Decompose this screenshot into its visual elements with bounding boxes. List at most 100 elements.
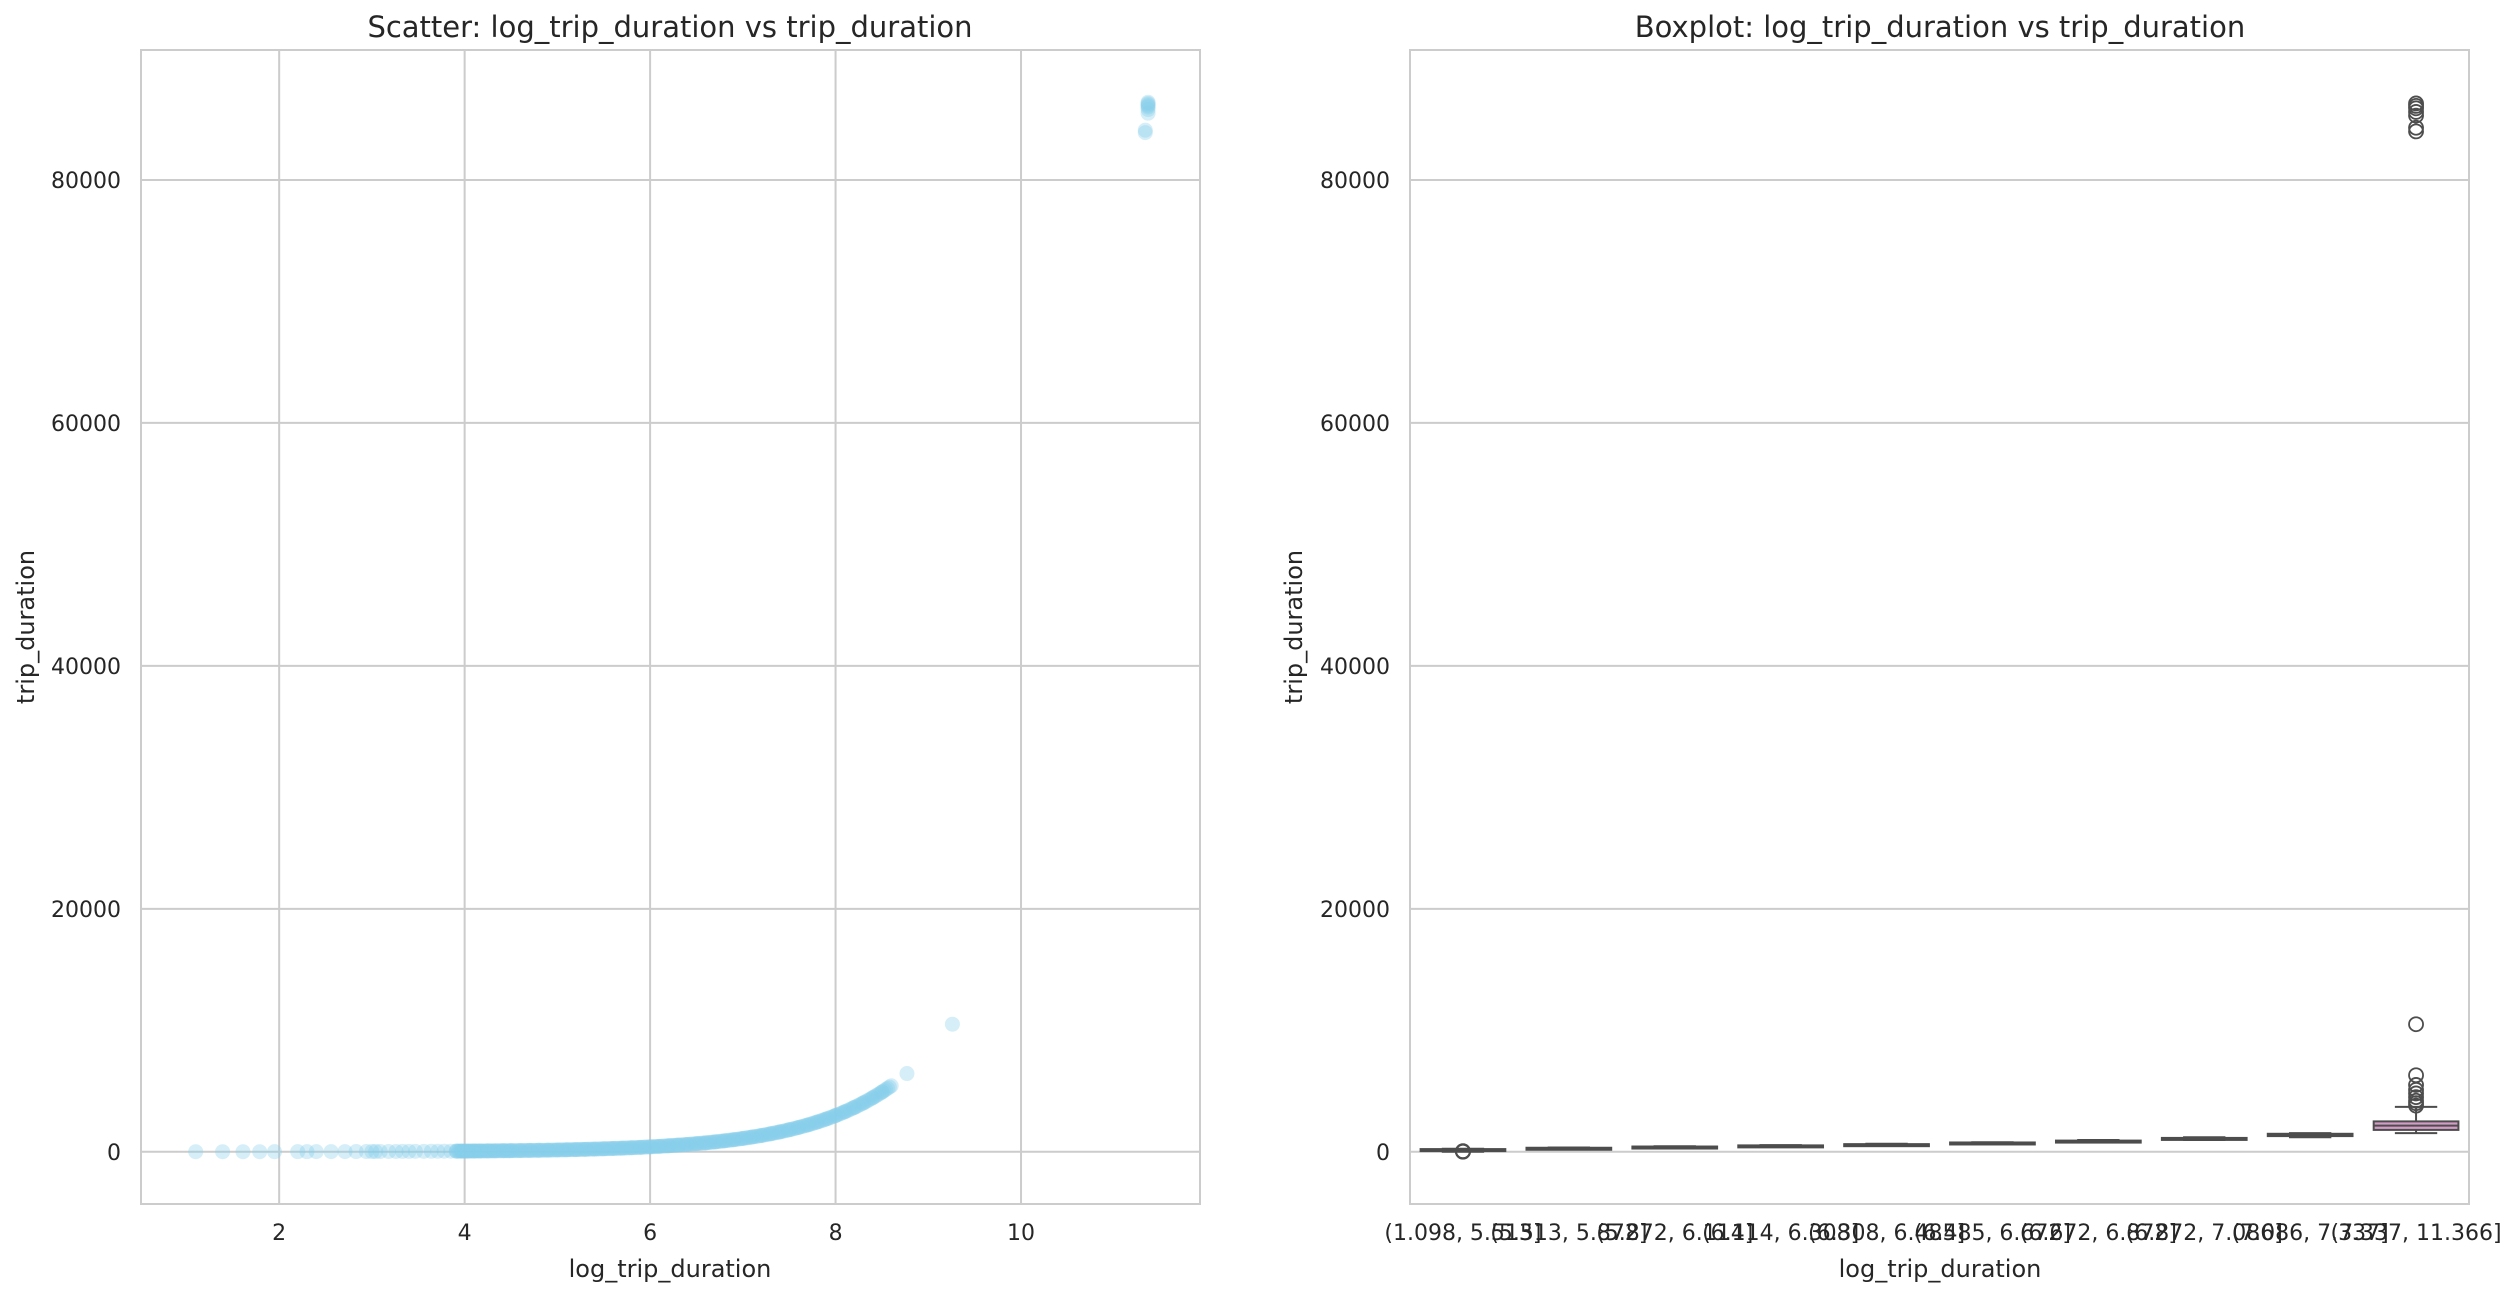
scatter-point [731, 1131, 747, 1147]
scatter-point [709, 1134, 725, 1150]
scatter-point [679, 1136, 695, 1152]
scatter-point [549, 1142, 565, 1158]
scatter-point [471, 1143, 487, 1159]
scatter-point [879, 1080, 895, 1096]
scatter-point [368, 1144, 384, 1160]
scatter-point [809, 1114, 825, 1130]
scatter-point [546, 1142, 562, 1158]
scatter-point [727, 1131, 743, 1147]
scatter-point [627, 1140, 643, 1156]
scatter-y-tick-label: 0 [107, 1141, 121, 1166]
scatter-point [750, 1128, 766, 1144]
box-6 [2054, 1139, 2142, 1144]
scatter-point [831, 1106, 847, 1122]
scatter-point [453, 1143, 469, 1159]
boxplot-x-tick-label: (5.513, 5.872] [1490, 1221, 1647, 1246]
scatter-point [525, 1142, 541, 1158]
scatter-point [655, 1138, 671, 1154]
scatter-point [620, 1140, 636, 1156]
scatter-y-ticks: 0 20000 40000 60000 80000 [51, 169, 121, 1166]
boxplot-y-ticks: 0 20000 40000 60000 80000 [1320, 169, 1390, 1166]
scatter-point [733, 1131, 749, 1147]
scatter-point [1140, 102, 1156, 118]
scatter-x-tick-label: 2 [272, 1221, 286, 1246]
scatter-point [588, 1141, 604, 1157]
scatter-y-tick-label: 40000 [51, 655, 121, 680]
scatter-point [540, 1142, 556, 1158]
scatter-point [512, 1143, 528, 1159]
scatter-point [497, 1143, 513, 1159]
scatter-point [590, 1141, 606, 1157]
box-4 [1843, 1142, 1930, 1148]
scatter-point [642, 1139, 658, 1155]
scatter-point [666, 1137, 682, 1153]
scatter-point [1140, 105, 1156, 121]
boxplot-x-tick-label: (6.308, 6.485] [1808, 1221, 1965, 1246]
scatter-point [559, 1142, 575, 1158]
scatter-point [707, 1134, 723, 1150]
scatter-point [603, 1141, 619, 1157]
scatter-point [837, 1104, 853, 1120]
scatter-point [818, 1111, 834, 1127]
boxplot-x-tick-label: (1.098, 5.513] [1384, 1221, 1541, 1246]
scatter-point [776, 1123, 792, 1139]
scatter-point [878, 1082, 894, 1098]
scatter-point [670, 1137, 686, 1153]
scatter-point [716, 1133, 732, 1149]
scatter-point [612, 1140, 628, 1156]
scatter-point [388, 1143, 404, 1159]
scatter-point [1140, 95, 1156, 111]
scatter-point [855, 1095, 871, 1111]
box-1 [1525, 1146, 1613, 1151]
scatter-point [577, 1141, 593, 1157]
scatter-point [522, 1142, 538, 1158]
scatter-point [605, 1140, 621, 1156]
box-flier [2408, 1077, 2424, 1093]
scatter-point [416, 1143, 432, 1159]
box-flier [2408, 119, 2424, 136]
scatter-point [364, 1144, 380, 1160]
scatter-point [694, 1135, 710, 1151]
scatter-point [865, 1090, 881, 1106]
scatter-y-label: trip_duration [12, 550, 40, 704]
scatter-point [846, 1100, 862, 1116]
scatter-point [577, 1141, 593, 1157]
scatter-point [549, 1142, 565, 1158]
scatter-point [494, 1143, 510, 1159]
scatter-point [467, 1143, 483, 1159]
scatter-point [740, 1130, 756, 1146]
scatter-point [481, 1143, 497, 1159]
scatter-point [790, 1119, 806, 1135]
scatter-point [583, 1141, 599, 1157]
scatter-point [863, 1091, 879, 1107]
boxplot-y-tick-label: 0 [1376, 1141, 1390, 1166]
scatter-point [737, 1130, 753, 1146]
boxplot-x-tick-label: (6.114, 6.308] [1702, 1221, 1859, 1246]
scatter-point [536, 1142, 552, 1158]
scatter-point [850, 1098, 866, 1114]
scatter-y-tick-label: 80000 [51, 169, 121, 194]
scatter-point [637, 1139, 653, 1155]
box-flier [2408, 95, 2424, 112]
scatter-point [753, 1128, 769, 1144]
scatter-point [462, 1143, 478, 1159]
scatter-point [766, 1125, 782, 1141]
box-3 [1737, 1144, 1825, 1149]
scatter-point [535, 1142, 551, 1158]
scatter-point [687, 1136, 703, 1152]
scatter-point [701, 1134, 717, 1150]
boxplot-x-tick-label: (6.672, 6.872] [2020, 1221, 2177, 1246]
scatter-point [633, 1139, 649, 1155]
scatter-point [618, 1140, 634, 1156]
scatter-point [456, 1143, 472, 1159]
scatter-point [480, 1143, 496, 1159]
scatter-point [430, 1143, 446, 1159]
scatter-point [828, 1108, 844, 1124]
scatter-point [323, 1144, 339, 1160]
scatter-point [484, 1143, 500, 1159]
scatter-point [290, 1144, 306, 1160]
scatter-point [469, 1143, 485, 1159]
scatter-point [785, 1121, 801, 1137]
scatter-point [596, 1141, 612, 1157]
scatter-point [779, 1122, 795, 1138]
